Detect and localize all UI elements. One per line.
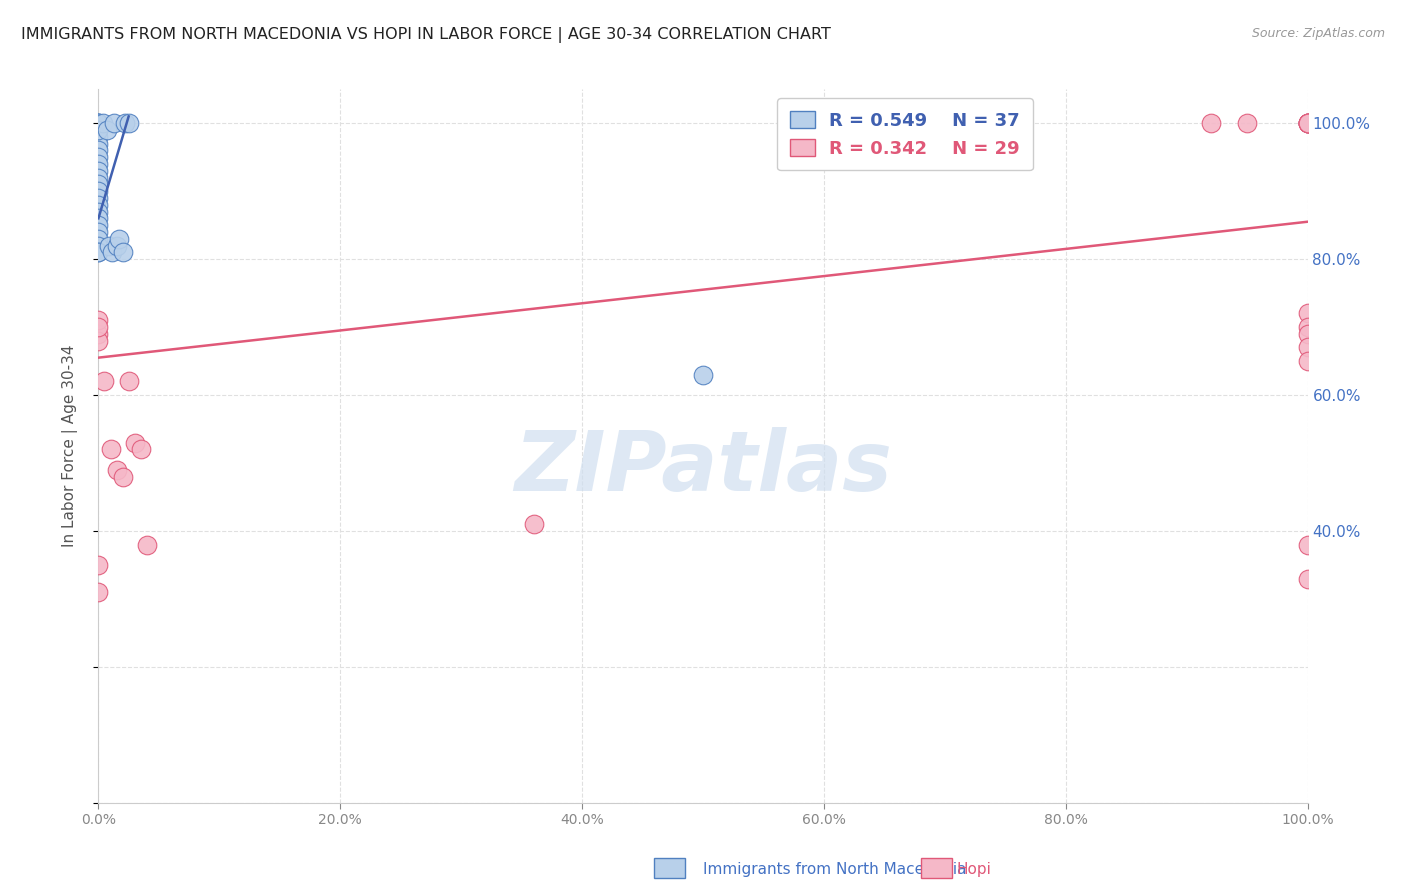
Text: Source: ZipAtlas.com: Source: ZipAtlas.com xyxy=(1251,27,1385,40)
Point xyxy=(135,537,157,551)
Point xyxy=(111,245,134,260)
Point xyxy=(114,116,136,130)
Point xyxy=(87,191,110,205)
Point xyxy=(87,184,110,198)
Point xyxy=(87,150,110,164)
Point xyxy=(124,435,146,450)
Point xyxy=(105,238,128,252)
Point xyxy=(93,375,115,389)
Text: Immigrants from North Macedonia: Immigrants from North Macedonia xyxy=(703,863,966,877)
Point xyxy=(87,116,110,130)
Point xyxy=(105,463,128,477)
Point xyxy=(87,198,110,212)
Point xyxy=(87,170,110,185)
Point xyxy=(87,320,110,334)
Text: IMMIGRANTS FROM NORTH MACEDONIA VS HOPI IN LABOR FORCE | AGE 30-34 CORRELATION C: IMMIGRANTS FROM NORTH MACEDONIA VS HOPI … xyxy=(21,27,831,43)
Point xyxy=(87,585,110,599)
Point xyxy=(87,245,110,260)
Point xyxy=(87,218,110,232)
Point xyxy=(1296,306,1319,320)
Point xyxy=(1296,326,1319,341)
Point xyxy=(87,116,110,130)
Point xyxy=(91,116,114,130)
Point xyxy=(96,123,118,137)
Point xyxy=(87,123,110,137)
Point xyxy=(87,136,110,151)
Y-axis label: In Labor Force | Age 30-34: In Labor Force | Age 30-34 xyxy=(62,344,77,548)
Point xyxy=(1296,572,1319,586)
Point xyxy=(87,144,110,158)
Point xyxy=(1296,537,1319,551)
Point xyxy=(87,163,110,178)
Point xyxy=(1296,341,1319,355)
Point xyxy=(1296,116,1319,130)
Point xyxy=(108,232,131,246)
Point xyxy=(103,116,125,130)
Point xyxy=(1296,116,1319,130)
Point xyxy=(1199,116,1222,130)
Point xyxy=(87,204,110,219)
Point xyxy=(1296,320,1319,334)
Point xyxy=(1236,116,1258,130)
Point xyxy=(87,225,110,239)
Legend: R = 0.549    N = 37, R = 0.342    N = 29: R = 0.549 N = 37, R = 0.342 N = 29 xyxy=(778,98,1032,170)
Point xyxy=(100,245,122,260)
Point xyxy=(87,334,110,348)
Point xyxy=(87,157,110,171)
Point xyxy=(87,116,110,130)
Point xyxy=(87,232,110,246)
Point xyxy=(129,442,152,457)
Point xyxy=(111,469,134,483)
Point xyxy=(1296,116,1319,130)
Point xyxy=(87,123,110,137)
Point xyxy=(523,517,546,532)
Text: ZIPatlas: ZIPatlas xyxy=(515,427,891,508)
Point xyxy=(1296,116,1319,130)
Point xyxy=(87,245,110,260)
Text: Hopi: Hopi xyxy=(956,863,991,877)
Point xyxy=(87,558,110,572)
Point xyxy=(692,368,714,382)
Point xyxy=(87,326,110,341)
Point xyxy=(1296,116,1319,130)
Point xyxy=(118,116,141,130)
Point xyxy=(87,129,110,144)
Point xyxy=(87,238,110,252)
Point xyxy=(1296,116,1319,130)
Point xyxy=(1296,354,1319,368)
Point xyxy=(87,313,110,327)
Point xyxy=(118,375,141,389)
Point xyxy=(87,178,110,192)
Point xyxy=(98,238,121,252)
Point xyxy=(87,211,110,226)
Point xyxy=(100,442,122,457)
Point xyxy=(87,116,110,130)
